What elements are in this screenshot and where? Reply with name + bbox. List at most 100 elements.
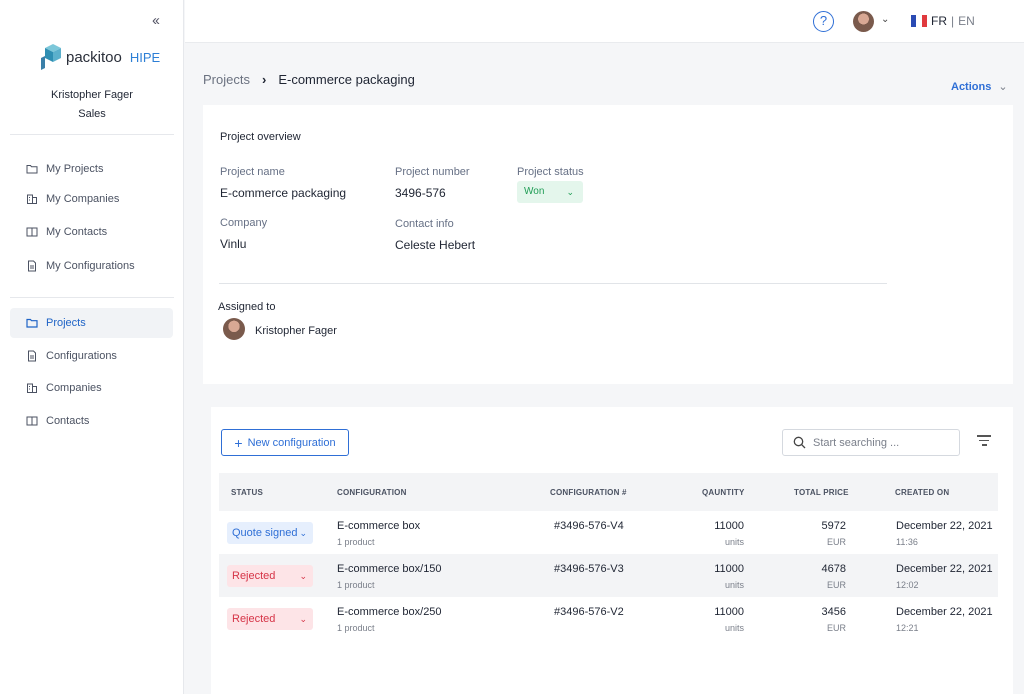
sidebar-item-contacts[interactable]: Contacts xyxy=(10,406,173,436)
sidebar-item-my-projects[interactable]: My Projects xyxy=(10,154,173,184)
created-time: 12:21 xyxy=(896,623,919,633)
sidebar-item-label: My Configurations xyxy=(46,260,135,272)
sidebar-item-my-configurations[interactable]: My Configurations xyxy=(10,251,173,281)
price-currency: EUR xyxy=(826,623,846,633)
status-dropdown[interactable]: Quote signed ⌄ xyxy=(227,522,313,544)
user-avatar[interactable] xyxy=(853,11,874,32)
table-row[interactable]: Rejected ⌄ E-commerce box/250 1 product … xyxy=(219,597,998,640)
price-currency: EUR xyxy=(826,580,846,590)
sidebar-item-configurations[interactable]: Configurations xyxy=(10,341,173,371)
column-quantity[interactable]: QAUNTITY xyxy=(702,488,745,497)
table-row[interactable]: Rejected ⌄ E-commerce box/150 1 product … xyxy=(219,554,998,597)
column-status[interactable]: STATUS xyxy=(231,488,264,497)
created-time: 12:02 xyxy=(896,580,919,590)
search-icon xyxy=(793,436,806,449)
logo: packitoo HIPE xyxy=(41,44,160,70)
lang-fr[interactable]: FR xyxy=(931,14,947,28)
sidebar-item-label: Projects xyxy=(46,317,86,329)
collapse-sidebar-icon[interactable]: ‹‹ xyxy=(152,12,160,29)
new-configuration-button[interactable]: + New configuration xyxy=(221,429,349,456)
sidebar-item-label: My Projects xyxy=(46,163,104,175)
lang-en[interactable]: EN xyxy=(958,14,975,28)
book-icon xyxy=(26,416,38,426)
chevron-down-icon: ⌄ xyxy=(566,187,574,197)
project-number-value: 3496-576 xyxy=(395,186,446,200)
configuration-name[interactable]: E-commerce box xyxy=(337,520,421,532)
company-value: Vinlu xyxy=(220,237,247,251)
breadcrumb: Projects › E-commerce packaging xyxy=(203,72,415,87)
created-date: December 22, 2021 xyxy=(896,563,993,575)
assigned-name: Kristopher Fager xyxy=(255,325,337,337)
sidebar-item-label: My Companies xyxy=(46,193,120,205)
status-dropdown[interactable]: Rejected ⌄ xyxy=(227,608,313,630)
project-name-label: Project name xyxy=(220,166,285,178)
actions-dropdown[interactable]: Actions ⌄ xyxy=(951,80,1008,93)
status-dropdown[interactable]: Rejected ⌄ xyxy=(227,565,313,587)
chevron-down-icon[interactable]: ⌄ xyxy=(881,14,890,25)
sidebar: ‹‹ packitoo HIPE Kristopher Fager Sales … xyxy=(0,0,184,694)
configuration-name[interactable]: E-commerce box/150 xyxy=(337,563,442,575)
status-badge: Quote signed xyxy=(232,527,298,539)
divider xyxy=(10,134,174,135)
price-value: 5972 xyxy=(821,520,846,532)
quantity-unit: units xyxy=(724,537,744,547)
product-count: 1 product xyxy=(337,580,375,590)
folder-icon xyxy=(26,165,38,174)
created-time: 11:36 xyxy=(896,537,918,547)
quantity-unit: units xyxy=(724,623,744,633)
avatar xyxy=(223,318,245,340)
lang-separator: | xyxy=(951,14,955,28)
search-box xyxy=(782,429,960,456)
price-currency: EUR xyxy=(826,537,846,547)
configuration-name[interactable]: E-commerce box/250 xyxy=(337,606,442,618)
table-row[interactable]: Quote signed ⌄ E-commerce box 1 product … xyxy=(219,511,998,554)
plus-icon: + xyxy=(234,434,243,451)
project-name-value: E-commerce packaging xyxy=(220,186,347,200)
price-value: 4678 xyxy=(821,563,846,575)
sidebar-item-label: Companies xyxy=(46,382,102,394)
sidebar-item-label: Contacts xyxy=(46,415,90,427)
sidebar-item-companies[interactable]: Companies xyxy=(10,373,173,403)
configurations-card: + New configuration STATUS CONFIGURATION… xyxy=(211,407,1013,694)
company-label: Company xyxy=(220,217,268,229)
project-status-dropdown[interactable]: Won ⌄ xyxy=(517,181,583,203)
document-icon xyxy=(28,260,36,272)
logo-name: packitoo xyxy=(66,48,122,66)
chevron-down-icon: ⌄ xyxy=(299,614,307,624)
folder-icon xyxy=(26,318,38,328)
divider xyxy=(10,297,174,298)
top-bar: ? ⌄ FR | EN xyxy=(185,0,1024,43)
created-date: December 22, 2021 xyxy=(896,606,993,618)
status-badge: Rejected xyxy=(232,570,276,582)
created-date: December 22, 2021 xyxy=(896,520,993,532)
table-header: STATUS CONFIGURATION CONFIGURATION # QAU… xyxy=(219,473,998,511)
breadcrumb-projects-link[interactable]: Projects xyxy=(203,72,250,87)
help-icon[interactable]: ? xyxy=(813,11,834,32)
breadcrumb-current: E-commerce packaging xyxy=(278,72,415,87)
project-number-label: Project number xyxy=(395,166,470,178)
language-switcher: FR | EN xyxy=(931,14,975,28)
chevron-down-icon: ⌄ xyxy=(299,528,307,538)
contact-label: Contact info xyxy=(395,218,454,230)
filter-icon[interactable] xyxy=(976,435,992,449)
section-title: Project overview xyxy=(220,131,301,143)
sidebar-item-projects[interactable]: Projects xyxy=(10,308,173,338)
french-flag-icon xyxy=(911,15,927,27)
chevron-down-icon: ⌄ xyxy=(998,81,1008,93)
contact-value: Celeste Hebert xyxy=(395,238,476,252)
search-input[interactable] xyxy=(813,436,953,449)
sidebar-item-my-companies[interactable]: My Companies xyxy=(10,184,173,214)
configuration-number: #3496-576-V3 xyxy=(554,563,624,575)
column-configuration[interactable]: CONFIGURATION xyxy=(337,488,407,497)
quantity-value: 11000 xyxy=(714,563,744,575)
product-count: 1 product xyxy=(337,623,375,633)
sidebar-item-my-contacts[interactable]: My Contacts xyxy=(10,217,173,247)
price-value: 3456 xyxy=(821,606,846,618)
column-created-on[interactable]: CREATED ON xyxy=(895,488,950,497)
building-icon xyxy=(27,383,37,393)
column-configuration-number[interactable]: CONFIGURATION # xyxy=(550,488,627,497)
column-total-price[interactable]: TOTAL PRICE xyxy=(794,488,849,497)
sidebar-item-label: My Contacts xyxy=(46,226,108,238)
quantity-value: 11000 xyxy=(714,606,744,618)
status-badge: Rejected xyxy=(232,613,276,625)
